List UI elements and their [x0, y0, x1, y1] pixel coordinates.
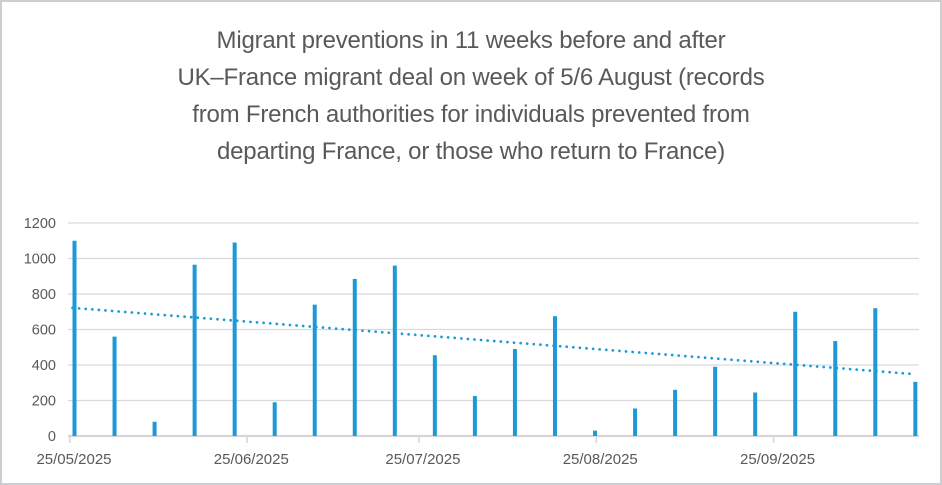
bar — [633, 408, 638, 436]
bar — [793, 311, 798, 436]
bar — [833, 341, 838, 436]
x-tick-label: 25/06/2025 — [214, 451, 289, 468]
y-tick-label: 1000 — [24, 252, 56, 268]
y-tick-label: 800 — [32, 287, 56, 303]
y-tick-label: 400 — [32, 358, 56, 374]
bar — [913, 381, 918, 436]
y-tick-label: 0 — [48, 429, 56, 445]
bar — [552, 316, 557, 436]
chart-title-line: departing France, or those who return to… — [217, 138, 725, 165]
bar — [472, 396, 477, 436]
bar — [432, 355, 437, 436]
bar — [753, 392, 758, 436]
bar — [512, 349, 517, 436]
x-tick-label: 25/07/2025 — [385, 451, 460, 468]
bar — [873, 308, 878, 436]
trendline — [71, 306, 917, 376]
bar — [112, 336, 117, 436]
bar — [352, 278, 357, 436]
bar — [192, 264, 197, 436]
bar — [232, 242, 237, 436]
y-tick-label: 200 — [32, 394, 56, 410]
y-tick-label: 600 — [32, 323, 56, 339]
bar — [152, 421, 157, 436]
bar — [72, 240, 77, 436]
chart-title-line: from French authorities for individuals … — [192, 101, 750, 128]
x-tick-label: 25/09/2025 — [740, 451, 815, 468]
x-tick-label: 25/05/2025 — [36, 451, 111, 468]
bar — [312, 304, 317, 436]
bar — [392, 265, 397, 436]
chart-title-line: UK–France migrant deal on week of 5/6 Au… — [177, 64, 765, 91]
bar — [713, 366, 718, 436]
bar — [673, 389, 678, 436]
chart-title-line: Migrant preventions in 11 weeks before a… — [216, 27, 726, 54]
chart-title: Migrant preventions in 11 weeks before a… — [2, 22, 940, 170]
y-tick-label: 1200 — [24, 216, 56, 232]
x-tick-label: 25/08/2025 — [563, 451, 638, 468]
bar — [593, 430, 598, 436]
bar — [272, 402, 277, 436]
